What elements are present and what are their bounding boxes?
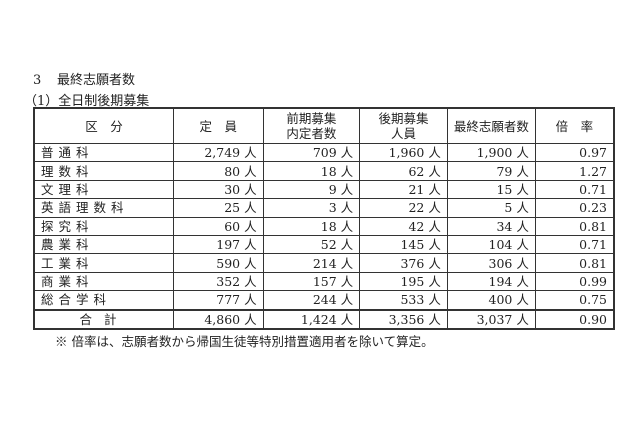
cell-value: 1,960 人: [359, 142, 448, 163]
table-row: 理数科 80 人 18 人 62 人 79 人 1.27: [33, 161, 615, 181]
cell-value: 709 人: [262, 142, 361, 163]
cell-value: 195 人: [359, 271, 448, 292]
cell-value: 0.75: [534, 290, 615, 311]
section-title: 最終志願者数: [57, 73, 136, 88]
cell-value: 214 人: [262, 253, 361, 273]
cell-value: 1.27: [534, 161, 615, 181]
cell-value: 2,749 人: [172, 142, 264, 163]
cell-value: 3,356 人: [359, 308, 448, 330]
column-header: 定 員: [172, 107, 264, 144]
cell-value: 1,900 人: [446, 142, 536, 163]
cell-value: 80 人: [172, 161, 264, 181]
cell-value: 197 人: [172, 234, 264, 255]
cell-value: 400 人: [446, 290, 536, 311]
row-label: 探究科: [33, 216, 174, 236]
row-label: 農業科: [33, 234, 174, 255]
cell-value: 145 人: [359, 234, 448, 255]
table-row: 工業科 590 人 214 人 376 人 306 人 0.81: [33, 253, 615, 273]
table-row: 総合学科 777 人 244 人 533 人 400 人 0.75: [33, 290, 615, 311]
row-label: 工業科: [33, 253, 174, 273]
cell-value: 0.71: [534, 179, 615, 200]
cell-value: 306 人: [446, 253, 536, 273]
cell-value: 777 人: [172, 290, 264, 311]
column-header: 倍 率: [534, 107, 615, 144]
cell-value: 30 人: [172, 179, 264, 200]
table-row: 商業科 352 人 157 人 195 人 194 人 0.99: [33, 271, 615, 292]
cell-value: 590 人: [172, 253, 264, 273]
column-header: 最終志願者数: [446, 107, 536, 144]
cell-value: 533 人: [359, 290, 448, 311]
column-header: 後期募集 人員: [359, 107, 448, 144]
cell-value: 0.81: [534, 253, 615, 273]
table-row: 普通科 2,749 人 709 人 1,960 人 1,900 人 0.97: [33, 142, 615, 163]
cell-value: 0.23: [534, 198, 615, 218]
row-label: 理数科: [33, 161, 174, 181]
row-label: 文理科: [33, 179, 174, 200]
cell-value: 21 人: [359, 179, 448, 200]
row-label: 英語理数科: [33, 198, 174, 218]
section-heading: 3 最終志願者数: [33, 69, 135, 88]
table-row: 探究科 60 人 18 人 42 人 34 人 0.81: [33, 216, 615, 236]
row-label: 商業科: [33, 271, 174, 292]
cell-value: 4,860 人: [172, 308, 264, 330]
cell-value: 104 人: [446, 234, 536, 255]
cell-value: 62 人: [359, 161, 448, 181]
cell-value: 0.90: [534, 308, 615, 330]
cell-value: 52 人: [262, 234, 361, 255]
row-label: 普通科: [33, 142, 174, 163]
cell-value: 22 人: [359, 198, 448, 218]
cell-value: 3,037 人: [446, 308, 536, 330]
cell-value: 60 人: [172, 216, 264, 236]
cell-value: 18 人: [262, 161, 361, 181]
cell-value: 79 人: [446, 161, 536, 181]
cell-value: 376 人: [359, 253, 448, 273]
cell-value: 42 人: [359, 216, 448, 236]
cell-value: 0.99: [534, 271, 615, 292]
cell-value: 34 人: [446, 216, 536, 236]
table-header-row: 区 分定 員前期募集 内定者数 後期募集 人員 最終志願者数倍 率: [33, 107, 615, 144]
section-number: 3: [33, 73, 42, 88]
total-row: 合計 4,860 人 1,424 人 3,356 人 3,037 人 0.90: [33, 308, 615, 330]
column-header: 区 分: [33, 107, 174, 144]
column-header: 前期募集 内定者数: [262, 107, 361, 144]
row-label: 合計: [33, 308, 174, 330]
subsection-heading: （1）全日制後期募集: [24, 94, 150, 109]
cell-value: 0.81: [534, 216, 615, 236]
cell-value: 157 人: [262, 271, 361, 292]
footnote: ※ 倍率は、志願者数から帰国生徒等特別措置適用者を除いて算定。: [55, 334, 434, 349]
cell-value: 18 人: [262, 216, 361, 236]
cell-value: 15 人: [446, 179, 536, 200]
cell-value: 5 人: [446, 198, 536, 218]
cell-value: 0.71: [534, 234, 615, 255]
cell-value: 352 人: [172, 271, 264, 292]
cell-value: 1,424 人: [262, 308, 361, 330]
cell-value: 194 人: [446, 271, 536, 292]
applicants-table: 区 分定 員前期募集 内定者数 後期募集 人員 最終志願者数倍 率 普通科 2,749 人…: [33, 107, 615, 330]
cell-value: 0.97: [534, 142, 615, 163]
cell-value: 3 人: [262, 198, 361, 218]
cell-value: 25 人: [172, 198, 264, 218]
cell-value: 9 人: [262, 179, 361, 200]
cell-value: 244 人: [262, 290, 361, 311]
table-row: 農業科 197 人 52 人 145 人 104 人 0.71: [33, 234, 615, 255]
row-label: 総合学科: [33, 290, 174, 311]
